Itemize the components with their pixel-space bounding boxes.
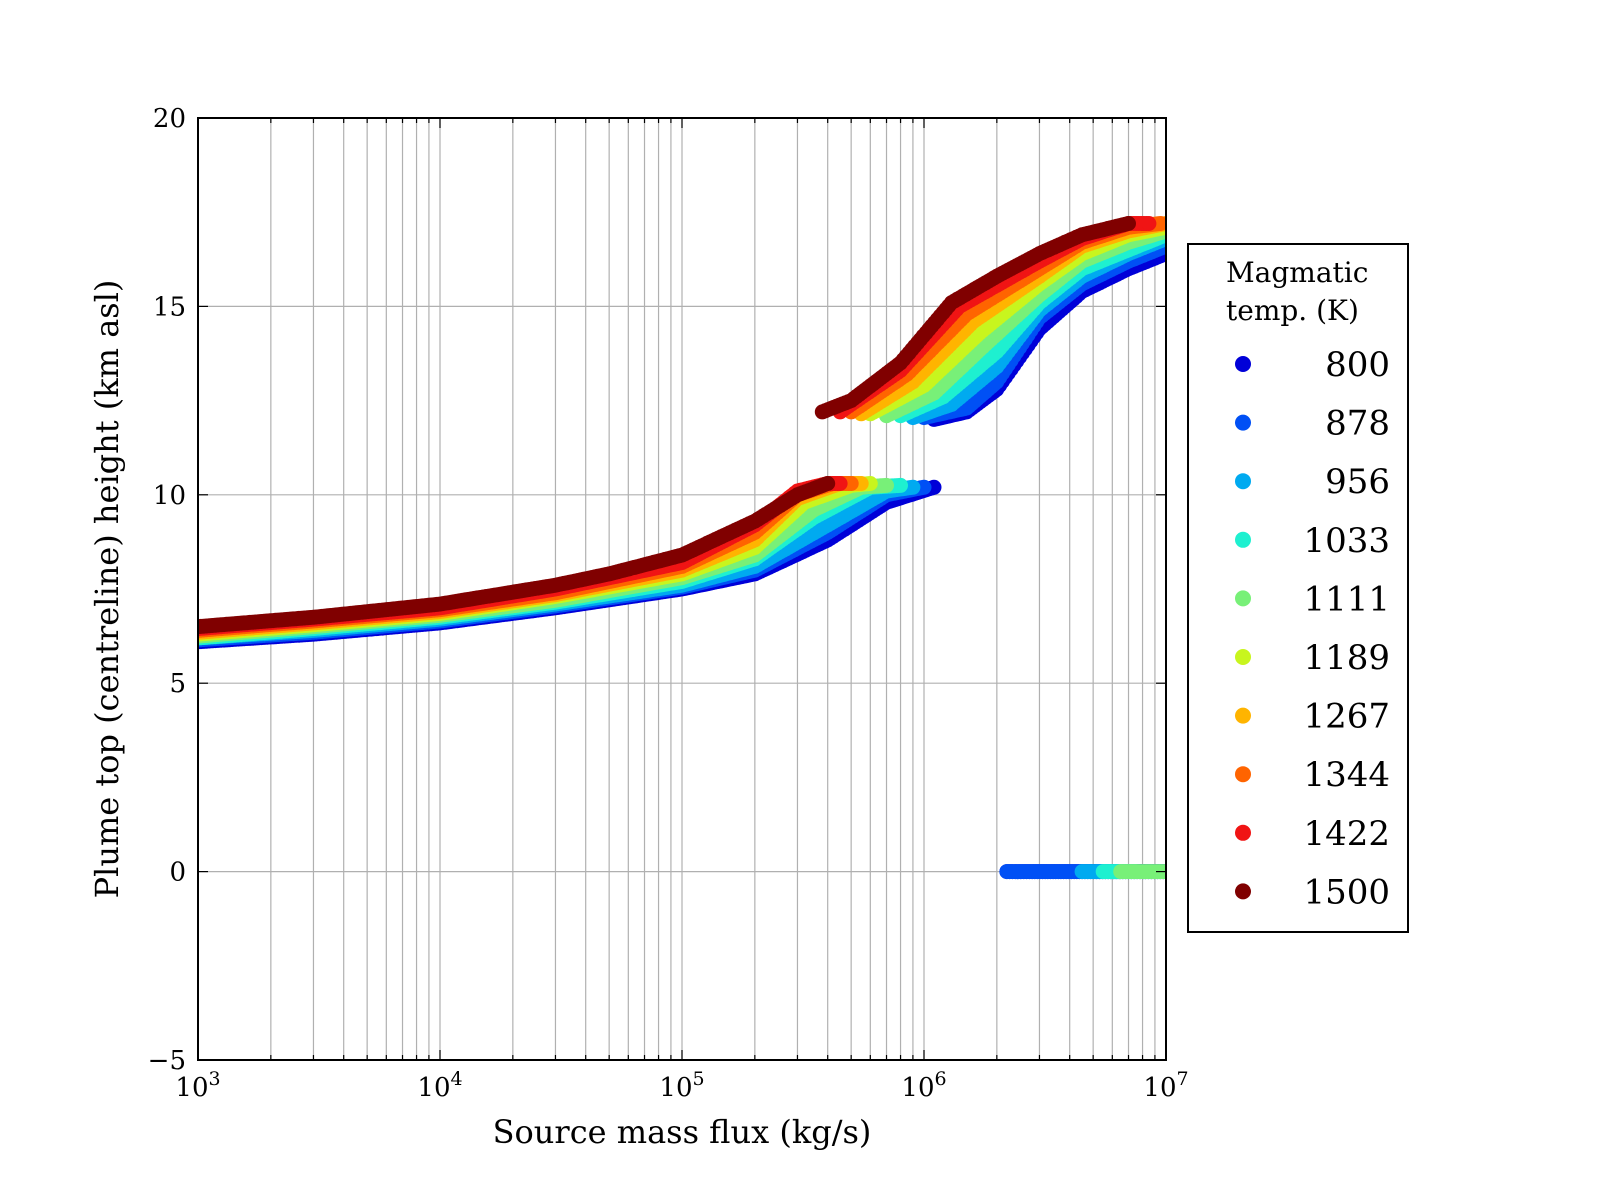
x-tick-label: 107 <box>1143 1068 1188 1103</box>
data-point-1500 <box>820 476 836 491</box>
legend-marker-1111 <box>1235 590 1251 607</box>
y-tick-label: −5 <box>148 1046 186 1076</box>
y-tick-label: 0 <box>169 858 186 888</box>
legend-label-878: 878 <box>1325 404 1390 444</box>
x-tick-label: 104 <box>417 1068 462 1103</box>
legend-box <box>1187 243 1409 933</box>
legend-marker-956 <box>1235 473 1251 490</box>
legend-marker-1189 <box>1235 649 1251 665</box>
legend-label-1111: 1111 <box>1303 579 1390 619</box>
legend-label-1422: 1422 <box>1303 814 1390 854</box>
legend-marker-1500 <box>1235 883 1251 900</box>
data-point-1344 <box>1153 216 1166 231</box>
legend-label-1344: 1344 <box>1303 755 1390 795</box>
data-point-956 <box>905 479 921 495</box>
x-tick-label: 103 <box>175 1068 220 1103</box>
y-tick-label: 5 <box>169 669 186 699</box>
data-point-1111 <box>879 477 894 493</box>
data-point-1422 <box>1141 216 1157 231</box>
axis-tick-labels: −5 0 5 10 15 20 103 104 105 106 107 <box>148 104 1189 1103</box>
legend-marker-1344 <box>1235 766 1251 783</box>
data-point-1500 <box>1121 216 1136 231</box>
legend-marker-800 <box>1235 356 1251 372</box>
x-axis-label: Source mass flux (kg/s) <box>493 1113 872 1151</box>
y-tick-label: 15 <box>153 292 186 322</box>
y-tick-label: 10 <box>153 481 186 511</box>
legend-label-1267: 1267 <box>1303 697 1390 737</box>
data-point-1422 <box>832 476 848 491</box>
legend-marker-878 <box>1235 414 1251 431</box>
legend-label-1189: 1189 <box>1303 638 1390 678</box>
legend-label-1033: 1033 <box>1303 521 1390 561</box>
data-point-878 <box>916 479 932 495</box>
legend-title-line1: Magmatic <box>1226 256 1368 289</box>
axis-ticks <box>197 117 1166 1061</box>
legend-label-800: 800 <box>1325 345 1390 385</box>
legend-marker-1033 <box>1235 531 1251 548</box>
x-tick-label: 105 <box>659 1068 704 1103</box>
legend-marker-1422 <box>1235 824 1251 841</box>
legend: Magmatic temp. (K) 800 878 956 1033 1111 1189… <box>1187 243 1409 933</box>
legend-label-956: 956 <box>1325 462 1390 502</box>
legend-label-1500: 1500 <box>1303 872 1390 912</box>
y-axis-label: Plume top (centreline) height (km asl) <box>88 280 126 899</box>
legend-marker-1267 <box>1235 707 1251 724</box>
data-point-1344 <box>843 476 859 491</box>
legend-entries: 800 878 956 1033 1111 1189 1267 1344 1422 1500 <box>1235 345 1390 912</box>
y-tick-label: 20 <box>153 104 186 134</box>
data-point-1033 <box>893 477 908 493</box>
x-tick-label: 106 <box>901 1068 946 1103</box>
legend-title-line2: temp. (K) <box>1226 294 1359 327</box>
data-points <box>198 216 1166 880</box>
